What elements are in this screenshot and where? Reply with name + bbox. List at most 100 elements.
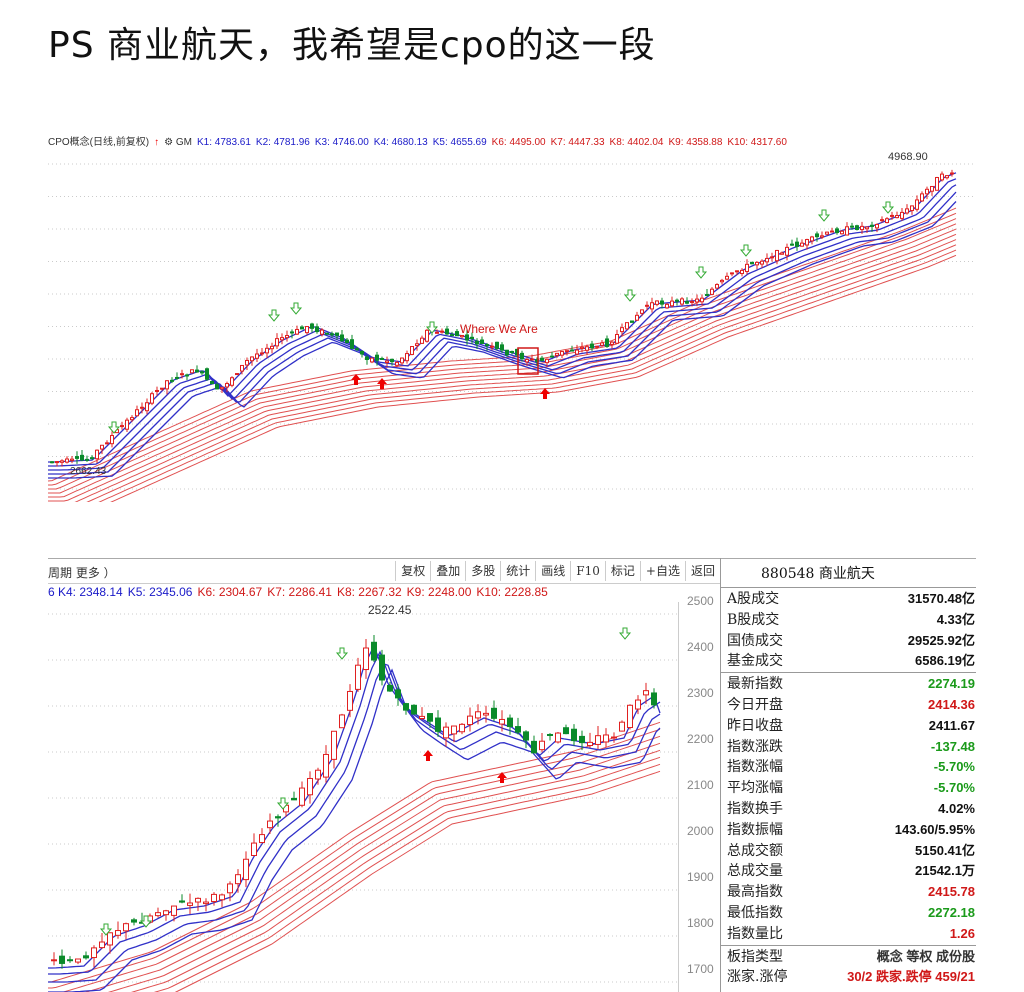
candle-body [60, 460, 64, 463]
candle-body [545, 358, 549, 364]
candle-body [163, 910, 169, 916]
chart2-header-item: K8: 2267.32 [336, 585, 402, 599]
candle-body [755, 261, 759, 266]
candle-body [340, 334, 344, 342]
chart2-y-axis: 2500 2400 2300 2200 2100 2000 1900 1800 1700 [678, 594, 721, 992]
candle-body [90, 457, 94, 460]
candle-body [363, 647, 369, 671]
candle-body [491, 707, 497, 719]
candle-body [585, 346, 589, 351]
panel-row-value: -137.48 [930, 738, 975, 754]
candle-body [190, 369, 194, 374]
toolbar-button[interactable]: 标记 [604, 561, 640, 581]
candle-body [355, 664, 361, 690]
candle-body [547, 733, 553, 736]
candle-body [185, 374, 189, 377]
moving-average-line [48, 721, 661, 983]
panel-row: 指数换手 4.02% [721, 799, 976, 820]
candle-body [295, 328, 299, 335]
chart2-canvas[interactable]: 2522.45 [48, 602, 678, 992]
candle-body [85, 458, 89, 461]
candle-body [155, 389, 159, 392]
candle-body [75, 958, 81, 963]
moving-average-line [48, 223, 957, 494]
signal-arrow-down-icon [289, 302, 303, 315]
candle-body [575, 349, 579, 355]
candle-body [420, 337, 424, 344]
candle-body [215, 384, 219, 390]
cpo-daily-kline-chart[interactable]: CPO概念(日线,前复权) ↑ ⚙ GM K1: 4783.61 K2: 4781.96… [48, 130, 976, 502]
panel-row-value: -5.70% [933, 759, 975, 775]
toolbar-button[interactable]: 叠加 [430, 561, 465, 581]
candle-body [725, 275, 729, 280]
candle-body [310, 323, 314, 329]
candle-body [187, 902, 193, 906]
candle-body [291, 797, 297, 801]
candle-body [507, 717, 513, 728]
chart-toolbar: 周期 更多 ） 复权 叠加 多股 统计 画线 F10 标记 +自选 返回 [48, 558, 720, 584]
candle-body [605, 338, 609, 347]
candle-body [795, 241, 799, 247]
signal-arrow-up-icon [540, 388, 550, 399]
candle-body [251, 842, 257, 857]
period-menu[interactable]: 周期 更多 ） [48, 566, 116, 580]
candle-body [655, 300, 659, 305]
panel-row-value: 30/2 跌家.跌停 459/21 [847, 969, 975, 985]
candle-body [735, 270, 739, 273]
candle-body [705, 294, 709, 297]
candle-body [99, 941, 105, 949]
candle-body [930, 185, 934, 192]
panel-row-value: -5.70% [933, 780, 975, 796]
candle-body [83, 955, 89, 959]
candle-body [179, 900, 185, 903]
candle-body [635, 314, 639, 321]
candle-body [267, 820, 273, 829]
signal-arrow-down-icon [817, 209, 831, 222]
chart1-header-item: K7: 4447.33 [550, 137, 605, 148]
candle-body [730, 272, 734, 275]
candle-body [615, 334, 619, 344]
moving-average-line [48, 728, 661, 989]
candle-body [170, 379, 174, 382]
candle-body [145, 402, 149, 412]
y-axis-tick-label: 2100 [687, 778, 714, 792]
candle-body [555, 732, 561, 743]
candle-body [740, 269, 744, 275]
panel-row-label: 最新指数 [727, 676, 783, 693]
candle-body [451, 725, 457, 735]
panel-row: 指数振幅 143.60/5.95% [721, 820, 976, 841]
candle-body [710, 288, 714, 295]
toolbar-button[interactable]: +自选 [639, 561, 685, 581]
candle-body [325, 332, 329, 335]
candle-body [600, 342, 604, 346]
panel-row: 基金成交 6586.19亿 [721, 651, 976, 672]
chart1-canvas[interactable]: Where We Are 4968.90 2662.43 [48, 130, 976, 502]
panel-row-label: 最低指数 [727, 905, 783, 921]
candle-body [120, 425, 124, 428]
y-axis-tick-label: 1800 [687, 916, 714, 930]
candle-body [715, 284, 719, 289]
candle-body [260, 352, 264, 355]
candle-body [165, 380, 169, 390]
toolbar-button[interactable]: 画线 [535, 561, 570, 581]
toolbar-button[interactable]: 多股 [465, 561, 500, 581]
moving-average-line [48, 218, 957, 490]
candle-body [395, 689, 401, 699]
candle-body [610, 341, 614, 345]
chart2-header-item: K9: 2248.00 [406, 585, 472, 599]
toolbar-button[interactable]: F10 [570, 561, 605, 581]
candle-body [435, 331, 439, 334]
panel-row-label: 涨家.涨停 [727, 969, 788, 986]
toolbar-button[interactable]: 复权 [395, 561, 430, 581]
candle-body [427, 713, 433, 722]
toolbar-button[interactable]: 统计 [500, 561, 535, 581]
toolbar-button[interactable]: 返回 [684, 561, 720, 581]
chart2-indicator-header: 6 K4: 2348.14 K5: 2345.06 K6: 2304.67 K7: 2… [48, 585, 668, 601]
candle-body [865, 226, 869, 230]
panel-row: 最低指数 2272.18 [721, 903, 976, 924]
panel-row: 板指类型 概念 等权 成份股 [721, 947, 976, 968]
candle-body [411, 704, 417, 715]
panel-row-label: 总成交额 [727, 842, 783, 859]
candle-body [320, 329, 324, 335]
candle-body [460, 334, 464, 338]
